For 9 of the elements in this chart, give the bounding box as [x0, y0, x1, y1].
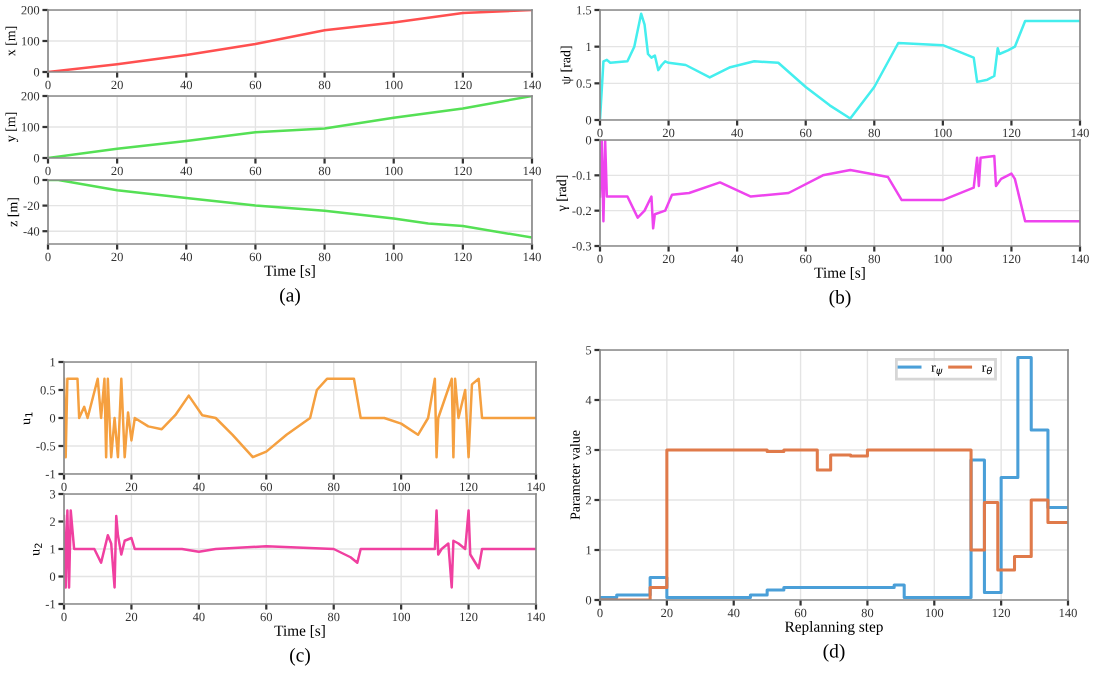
line-series [600, 12, 1080, 120]
text: (b) [829, 290, 851, 308]
text: (a) [280, 288, 300, 306]
line-series [64, 509, 536, 589]
line-series [64, 377, 536, 459]
line-series [48, 10, 532, 72]
line-series [48, 96, 532, 158]
text: (d) [823, 644, 845, 662]
text: (c) [290, 648, 310, 666]
